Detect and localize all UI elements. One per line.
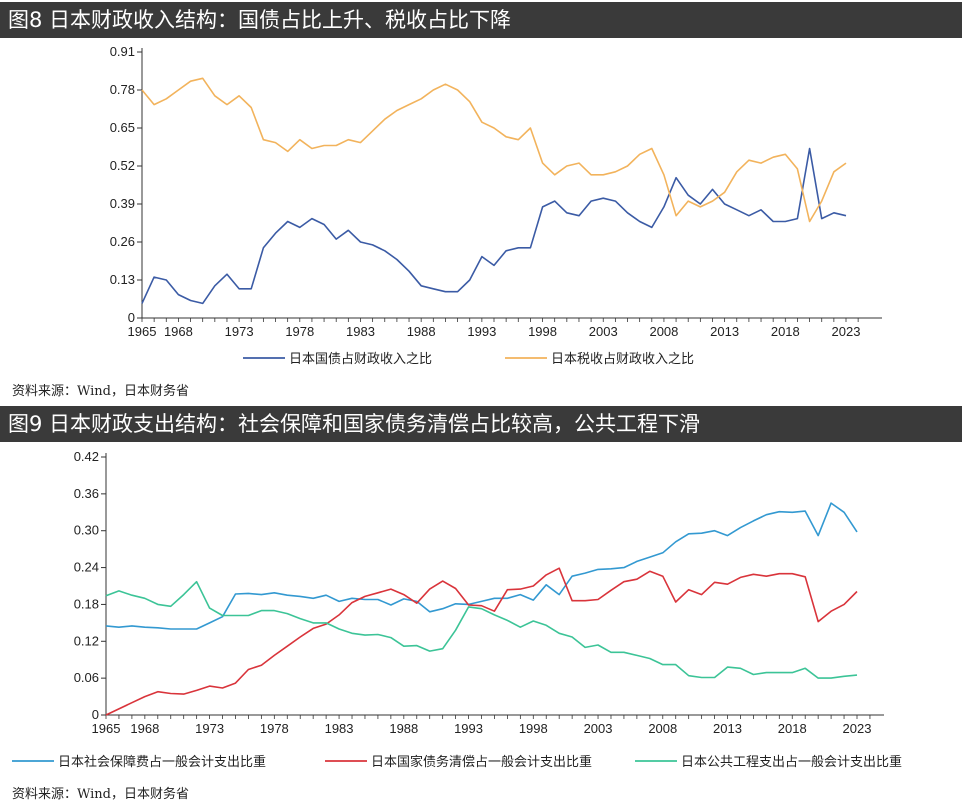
- x-tick-label: 1993: [454, 721, 483, 736]
- y-tick-label: 0.12: [74, 633, 99, 648]
- x-tick-label: 2013: [713, 721, 742, 736]
- series-line-3: [105, 580, 858, 679]
- x-tick-label: 2018: [778, 721, 807, 736]
- x-tick-label: 1965: [92, 721, 121, 736]
- fig8-chart: 0 0.13 0.26 0.39 0.52 0.65 0.78 0.91 1965 1968 197…: [110, 44, 882, 367]
- x-tick-label: 1993: [467, 324, 496, 339]
- y-tick-label: 0.06: [74, 670, 99, 685]
- fig8-title: 图8 日本财政收入结构：国债占比上升、税收占比下降: [0, 2, 962, 38]
- legend-label-1: 日本社会保障费占一般会计支出比重: [58, 754, 266, 770]
- x-tick-label: 1965: [128, 324, 157, 339]
- x-tick-label: 2008: [649, 324, 678, 339]
- fig8-source: 资料来源：Wind，日本财务省: [12, 384, 189, 399]
- y-tick-label: 0.30: [74, 523, 99, 538]
- x-tick-label: 2003: [589, 324, 618, 339]
- x-tick-label: 2018: [771, 324, 800, 339]
- y-tick-label: 0.26: [110, 234, 135, 249]
- y-tick-label: 0: [92, 707, 99, 722]
- x-tick-label: 1978: [285, 324, 314, 339]
- series-line-1: [141, 147, 847, 305]
- x-tick-label: 1973: [225, 324, 254, 339]
- y-tick-label: 0.52: [110, 158, 135, 173]
- x-tick-label: 2013: [710, 324, 739, 339]
- series-line-2: [141, 77, 847, 223]
- legend-label-1: 日本国债占财政收入之比: [289, 352, 432, 367]
- y-tick-label: 0.39: [110, 196, 135, 211]
- legend-label-2: 日本国家债务清偿占一般会计支出比重: [371, 754, 592, 770]
- x-tick-label: 1998: [528, 324, 557, 339]
- x-tick-label: 1988: [389, 721, 418, 736]
- fig9-source: 资料来源：Wind，日本财务省: [12, 787, 189, 802]
- x-tick-label: 2023: [832, 324, 861, 339]
- y-tick-label: 0.78: [110, 82, 135, 97]
- x-tick-label: 1983: [346, 324, 375, 339]
- fig9-title: 图9 日本财政支出结构：社会保障和国家债务清偿占比较高，公共工程下滑: [0, 406, 962, 442]
- x-tick-label: 1968: [164, 324, 193, 339]
- x-tick-label: 2008: [648, 721, 677, 736]
- x-tick-label: 1998: [519, 721, 548, 736]
- y-tick-label: 0.65: [110, 120, 135, 135]
- y-tick-label: 0.91: [110, 44, 135, 59]
- x-tick-label: 1968: [130, 721, 159, 736]
- y-tick-label: 0.18: [74, 596, 99, 611]
- x-tick-label: 2023: [843, 721, 872, 736]
- y-tick-label: 0.36: [74, 486, 99, 501]
- y-tick-label: 0.42: [74, 449, 99, 464]
- legend-label-2: 日本税收占财政收入之比: [551, 352, 694, 367]
- x-tick-label: 1988: [407, 324, 436, 339]
- fig9-chart: 0 0.06 0.12 0.18 0.24 0.30 0.36 0.42 1965 1968 197…: [12, 449, 902, 770]
- series-line-2: [105, 567, 858, 716]
- series-line-1: [105, 502, 858, 630]
- x-tick-label: 2003: [584, 721, 613, 736]
- y-tick-label: 0.13: [110, 272, 135, 287]
- x-tick-label: 1978: [260, 721, 289, 736]
- legend-label-3: 日本公共工程支出占一般会计支出比重: [681, 754, 902, 770]
- y-tick-label: 0.24: [74, 560, 99, 575]
- x-tick-label: 1973: [195, 721, 224, 736]
- y-tick-label: 0: [128, 310, 135, 325]
- x-tick-label: 1983: [325, 721, 354, 736]
